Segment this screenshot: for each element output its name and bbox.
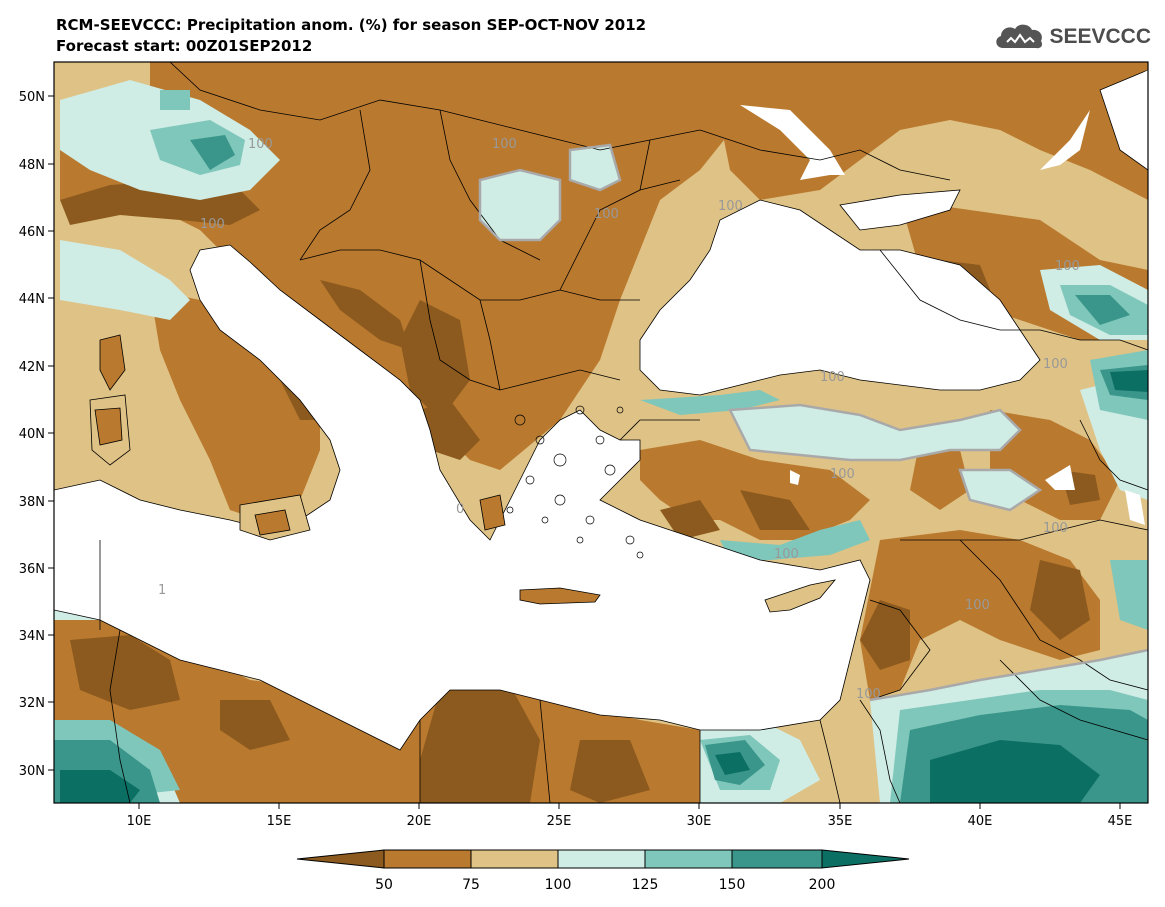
- contour-label: 1: [158, 583, 166, 598]
- colorbar-label: 125: [632, 877, 659, 893]
- strong-wet-anomaly-zones: [60, 370, 1148, 803]
- latitude-axis: [48, 95, 54, 771]
- colorbar-label: 150: [719, 877, 746, 893]
- contour-label: 100: [774, 547, 799, 562]
- contour-label: 100: [492, 137, 517, 152]
- colorbar-label: 50: [375, 877, 393, 893]
- contour-label: 100: [1043, 521, 1068, 536]
- forecast-start-subtitle: Forecast start: 00Z01SEP2012: [56, 37, 313, 55]
- lon-label: 30E: [687, 814, 712, 829]
- no-data-spots: [740, 70, 1148, 525]
- lat-label: 46N: [19, 225, 45, 240]
- lat-label: 48N: [19, 158, 45, 173]
- colorbar-segment: [821, 849, 910, 869]
- colorbar-label: 100: [545, 877, 572, 893]
- contour-label: 100: [1043, 357, 1068, 372]
- lat-label: 32N: [19, 696, 45, 711]
- contour-label: 100: [594, 207, 619, 222]
- contour-labels: 100 100 100 100 100 100 100 100 100 100 …: [158, 137, 1080, 702]
- sea-areas: [54, 69, 1148, 751]
- lon-label: 45E: [1108, 814, 1133, 829]
- contour-lines: [478, 143, 1148, 702]
- colorbar-segment: [383, 849, 472, 869]
- colorbar-segment: [557, 849, 646, 869]
- contour-label: 100: [200, 217, 225, 232]
- islands: [89, 334, 837, 613]
- lon-label: 15E: [267, 814, 292, 829]
- lon-label: 20E: [407, 814, 432, 829]
- lat-label: 50N: [19, 90, 45, 105]
- contour-label: 0: [456, 502, 464, 517]
- strong-dry-anomaly-zones: [60, 180, 1100, 803]
- lat-label: 44N: [19, 292, 45, 307]
- longitude-axis: [138, 803, 1121, 809]
- colorbar-label: 200: [809, 877, 836, 893]
- lat-label: 38N: [19, 495, 45, 510]
- country-borders: [99, 62, 1148, 803]
- contour-label: 100: [965, 598, 990, 613]
- cloud-icon: [996, 24, 1043, 49]
- map-field: [54, 62, 1148, 803]
- lat-label: 40N: [19, 427, 45, 442]
- contour-label: 100: [856, 687, 881, 702]
- contour-label: 100: [718, 199, 743, 214]
- lon-label: 40E: [968, 814, 993, 829]
- lon-label: 35E: [828, 814, 853, 829]
- colorbar-segment: [296, 849, 385, 869]
- lat-label: 34N: [19, 629, 45, 644]
- map-title: RCM-SEEVCCC: Precipitation anom. (%) for…: [56, 16, 647, 34]
- colorbar-segment: [470, 849, 559, 869]
- seevccc-logo: SEEVCCC: [993, 22, 1151, 52]
- colorbar: [296, 849, 910, 869]
- logo-text: SEEVCCC: [1049, 25, 1151, 48]
- colorbar-segment: [731, 849, 823, 869]
- contour-label: 100: [248, 137, 273, 152]
- contour-label: 100: [1055, 259, 1080, 274]
- contour-label: 100: [820, 370, 845, 385]
- lat-label: 36N: [19, 562, 45, 577]
- aegean-islands: [506, 405, 644, 559]
- lon-label: 10E: [127, 814, 152, 829]
- lon-label: 25E: [547, 814, 572, 829]
- contour-label: 100: [830, 467, 855, 482]
- lat-label: 42N: [19, 360, 45, 375]
- lat-label: 30N: [19, 764, 45, 779]
- colorbar-segment: [644, 849, 733, 869]
- colorbar-label: 75: [462, 877, 480, 893]
